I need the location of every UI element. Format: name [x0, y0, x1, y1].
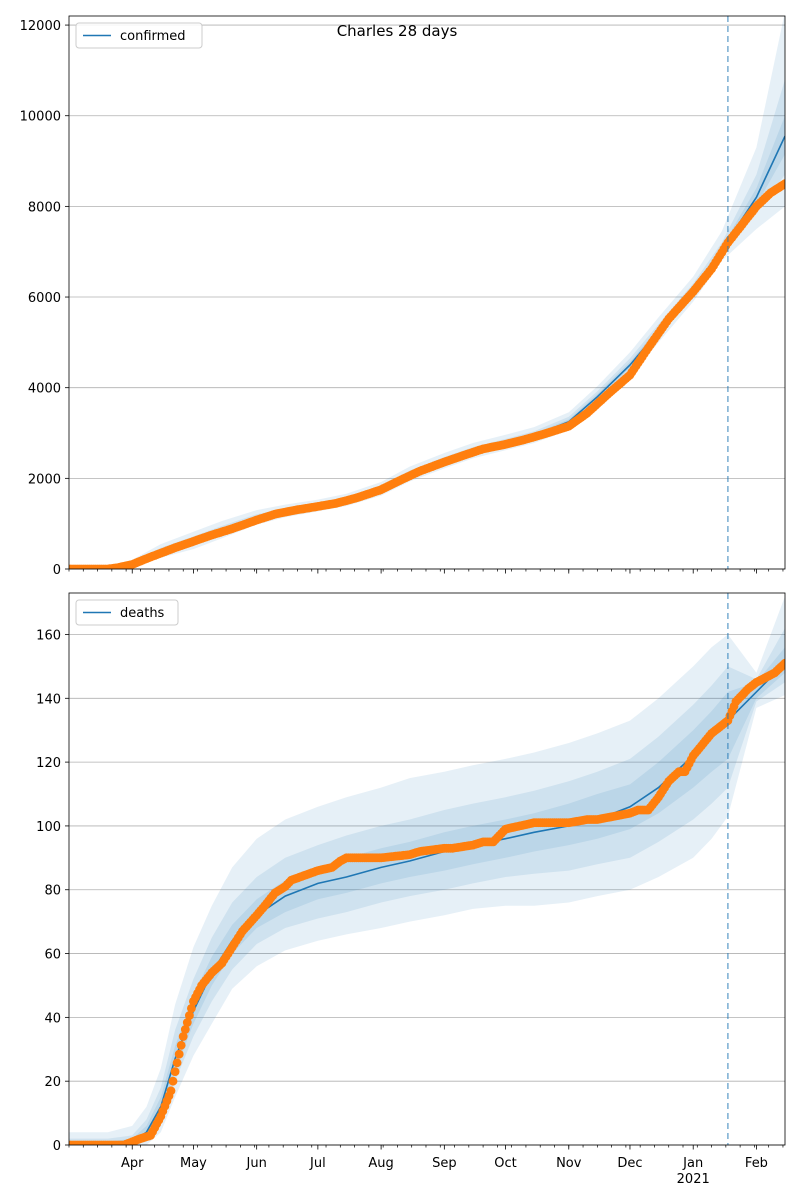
x-tick-label: Feb	[745, 1156, 768, 1171]
plot-area	[69, 16, 785, 569]
x-year-label: 2021	[677, 1172, 710, 1187]
observed-point	[182, 1018, 192, 1027]
confirmed-panel: 0 2000 4000 6000 8000 10000 12000 confirmed	[20, 15, 786, 578]
y-tick-label: 2000	[28, 472, 61, 487]
observed-point	[185, 1011, 194, 1020]
observed-point	[176, 1040, 186, 1050]
observed-point	[172, 1058, 182, 1068]
legend: confirmed	[75, 22, 203, 49]
observed-point	[170, 1067, 180, 1076]
y-tick-label: 60	[44, 948, 61, 963]
legend-box	[75, 599, 179, 626]
observed-point	[180, 1025, 190, 1034]
observed-point	[780, 179, 785, 189]
observed-point	[174, 1049, 184, 1059]
x-tick-label: Aug	[368, 1156, 393, 1171]
y-tick-label: 140	[36, 692, 61, 707]
x-tick-label: Apr	[121, 1156, 144, 1171]
observed-point	[187, 1004, 196, 1013]
x-tick-label: Oct	[494, 1156, 516, 1171]
y-tick-label: 0	[53, 563, 61, 578]
x-tick-label: Dec	[617, 1156, 642, 1171]
observed-point	[178, 1032, 188, 1041]
legend-label: deaths	[120, 606, 165, 621]
x-tick-label: Sep	[432, 1156, 457, 1171]
y-tick-label: 4000	[28, 382, 61, 397]
y-tick-label: 6000	[28, 291, 61, 306]
legend-box	[75, 22, 203, 49]
y-tick-label: 0	[53, 1139, 61, 1154]
observed-point	[168, 1076, 178, 1086]
y-tick-label: 12000	[20, 19, 61, 34]
y-tick-label: 20	[44, 1075, 61, 1090]
x-tick-label: Jan	[682, 1156, 703, 1171]
y-tick-label: 10000	[20, 110, 61, 125]
y-tick-label: 160	[36, 628, 61, 643]
figure-title: Charles 28 days	[337, 22, 458, 40]
uncertainty-band-outer	[69, 596, 785, 1145]
y-tick-label: 80	[44, 884, 61, 899]
x-tick-label: Nov	[556, 1156, 582, 1171]
legend-label: confirmed	[120, 29, 186, 44]
axes-frame	[68, 592, 786, 1146]
uncertainty-band-middle	[69, 628, 785, 1145]
y-tick-label: 100	[36, 820, 61, 835]
y-tick-label: 8000	[28, 200, 61, 215]
observed-point	[780, 658, 785, 668]
x-axis-labels: Apr May Jun Jul Aug Sep Oct Nov Dec Jan Feb 2021	[121, 1156, 768, 1187]
x-tick-label: Jun	[246, 1156, 267, 1171]
legend: deaths	[75, 599, 179, 626]
x-tick-label: Jul	[309, 1156, 326, 1171]
plot-area	[69, 596, 785, 1145]
observed-point	[166, 1086, 176, 1096]
x-tick-label: May	[180, 1156, 207, 1171]
y-tick-label: 120	[36, 756, 61, 771]
axes-frame	[68, 15, 786, 570]
deaths-panel: 0 20 40 60 80 100 120 140 160 deaths	[36, 592, 786, 1154]
y-tick-label: 40	[44, 1011, 61, 1026]
